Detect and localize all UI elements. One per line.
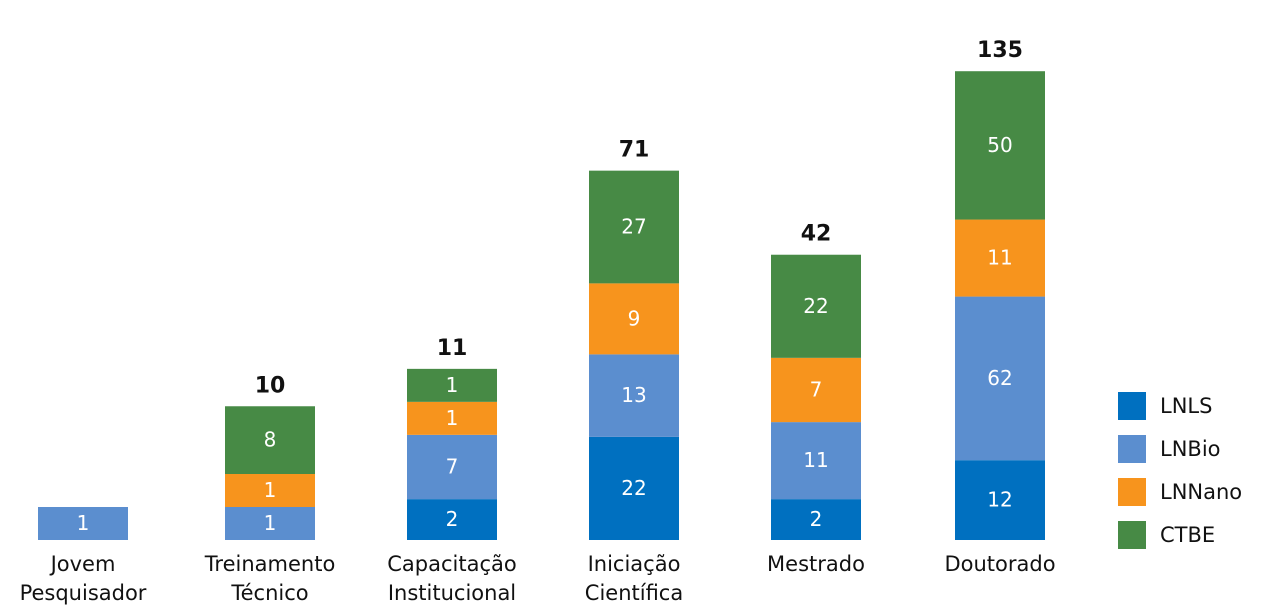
- value-label: 62: [987, 366, 1012, 390]
- bar-segment: [589, 283, 679, 355]
- x-tick-label: Capacitação Institucional: [387, 552, 517, 605]
- value-label: 7: [446, 454, 459, 478]
- bar-segment: [589, 436, 679, 540]
- bar-segment: [771, 499, 861, 540]
- x-tick-label: Iniciação Científica: [584, 552, 684, 605]
- bar-segment: [38, 507, 128, 540]
- bar-segment: [407, 434, 497, 500]
- legend-swatch: [1118, 521, 1146, 549]
- bar-segment: [407, 499, 497, 540]
- legend-label: LNBio: [1160, 437, 1221, 461]
- bar-segment: [771, 422, 861, 500]
- legend-label: CTBE: [1160, 523, 1215, 547]
- value-label: 1: [446, 373, 459, 397]
- total-label: 10: [255, 373, 286, 398]
- bar-segment: [955, 219, 1045, 297]
- value-label: 2: [810, 507, 823, 531]
- x-tick-label: Doutorado: [944, 552, 1056, 576]
- value-label: 11: [987, 246, 1012, 270]
- value-label: 22: [621, 476, 646, 500]
- total-label: 42: [801, 222, 832, 247]
- bar-segment: [955, 71, 1045, 220]
- total-label: 71: [619, 138, 650, 163]
- bar-segment: [225, 406, 315, 474]
- x-tick-label: Treinamento Técnico: [204, 552, 336, 605]
- legend-swatch: [1118, 392, 1146, 420]
- value-label: 1: [264, 511, 277, 535]
- value-label: 7: [810, 377, 823, 401]
- bar-segment: [225, 474, 315, 507]
- value-label: 2: [446, 507, 459, 531]
- value-label: 1: [264, 478, 277, 502]
- value-label: 1: [446, 406, 459, 430]
- bar-segment: [955, 460, 1045, 540]
- value-label: 50: [987, 133, 1012, 157]
- value-label: 12: [987, 488, 1012, 512]
- bar-segment: [407, 368, 497, 402]
- bar-segment: [771, 254, 861, 358]
- bar-segment: [955, 296, 1045, 461]
- value-label: 11: [803, 448, 828, 472]
- bar-segment: [407, 401, 497, 435]
- legend-label: LNLS: [1160, 394, 1212, 418]
- legend-swatch: [1118, 478, 1146, 506]
- value-label: 9: [628, 306, 641, 330]
- bar-segment: [589, 354, 679, 437]
- x-tick-label: Mestrado: [767, 552, 865, 576]
- value-label: 27: [621, 215, 646, 239]
- bar-segment: [225, 507, 315, 540]
- legend-swatch: [1118, 435, 1146, 463]
- x-tick-label: Jovem Pesquisador: [19, 552, 147, 605]
- total-label: 11: [437, 336, 468, 361]
- value-label: 22: [803, 294, 828, 318]
- legend-label: LNNano: [1160, 480, 1242, 504]
- bar-segment: [589, 170, 679, 284]
- value-label: 1: [77, 511, 90, 535]
- bar-segment: [771, 357, 861, 423]
- total-label: 135: [977, 38, 1023, 63]
- value-label: 8: [264, 428, 277, 452]
- value-label: 13: [621, 383, 646, 407]
